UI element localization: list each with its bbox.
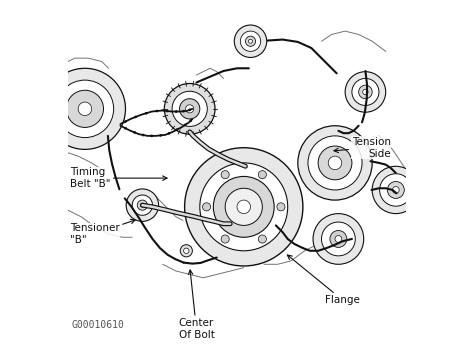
Circle shape [159,134,162,137]
Circle shape [298,126,372,200]
Circle shape [183,248,189,254]
Circle shape [246,36,255,46]
Circle shape [126,189,159,221]
Circle shape [234,25,267,58]
Circle shape [277,203,285,211]
Circle shape [150,135,153,137]
Circle shape [155,110,158,112]
Circle shape [225,188,262,225]
Circle shape [363,89,368,95]
Circle shape [168,132,171,135]
Circle shape [335,236,342,242]
Circle shape [137,200,147,210]
Circle shape [188,108,191,111]
Circle shape [345,72,386,112]
Circle shape [189,119,192,122]
Circle shape [164,83,215,134]
Circle shape [134,116,137,118]
Circle shape [142,134,145,136]
Circle shape [124,127,127,130]
Text: G00010610: G00010610 [72,320,124,330]
Circle shape [166,110,168,112]
Circle shape [359,85,372,99]
Circle shape [258,235,266,243]
Text: Tension
Side: Tension Side [334,137,391,158]
Circle shape [308,136,362,190]
Circle shape [140,203,145,207]
Circle shape [132,195,153,215]
Circle shape [56,80,114,138]
Circle shape [182,110,185,112]
Circle shape [172,91,207,126]
Circle shape [328,156,342,170]
Circle shape [221,170,229,179]
Circle shape [240,31,261,51]
Circle shape [313,214,364,264]
Circle shape [45,68,126,149]
Circle shape [78,102,91,116]
Circle shape [248,39,253,43]
Circle shape [387,181,404,198]
Circle shape [133,131,136,134]
Circle shape [200,163,288,251]
Circle shape [124,120,127,123]
Circle shape [258,170,266,179]
Circle shape [145,112,147,115]
Circle shape [176,128,178,131]
Circle shape [180,99,200,119]
Circle shape [184,124,186,126]
Circle shape [202,203,210,211]
Circle shape [186,105,194,113]
Circle shape [392,187,399,193]
Circle shape [372,166,419,214]
Circle shape [352,78,379,106]
Circle shape [237,200,251,214]
Circle shape [318,146,352,180]
Circle shape [175,110,178,113]
Circle shape [330,230,347,247]
Text: Center
Of Bolt: Center Of Bolt [179,270,214,340]
Circle shape [380,174,412,206]
Circle shape [321,222,356,256]
Circle shape [221,235,229,243]
Circle shape [66,90,103,127]
Circle shape [184,148,303,266]
Circle shape [213,176,274,237]
Circle shape [180,245,192,257]
Text: Timing
Belt "B": Timing Belt "B" [70,167,167,189]
Text: Flange: Flange [287,255,360,305]
Text: Tensioner
"B": Tensioner "B" [70,219,135,245]
